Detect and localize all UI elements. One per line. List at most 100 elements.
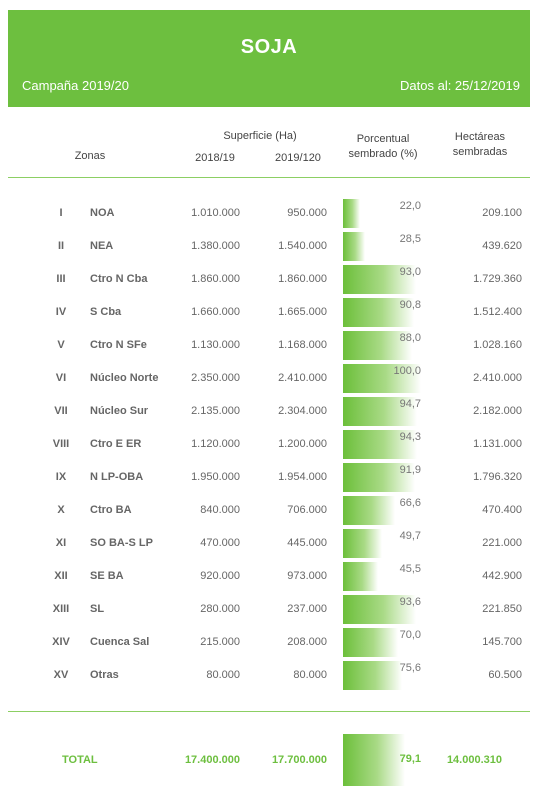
header-year-2: 2019/120 [275,152,321,164]
surface-2019: 950.000 [287,207,327,219]
total-bar-fill [343,734,405,786]
percent-value: 94,3 [399,431,421,443]
surface-2019: 208.000 [287,636,327,648]
hectares-sown: 1.028.160 [473,339,522,351]
surface-2018: 215.000 [200,636,240,648]
zone-number: V [57,339,65,351]
percent-bar: 28,5 [343,232,421,261]
surface-2018: 280.000 [200,603,240,615]
surface-2019: 1.540.000 [278,240,327,252]
table-row: XIV Cuenca Sal 215.000 208.000 70,0 145.700 [8,626,530,659]
percent-bar: 94,3 [343,430,421,459]
zone-name: SE BA [90,570,124,582]
hectares-sown: 442.900 [482,570,522,582]
hectares-sown: 439.620 [482,240,522,252]
surface-2019: 706.000 [287,504,327,516]
surface-2019: 973.000 [287,570,327,582]
table-row: XII SE BA 920.000 973.000 45,5 442.900 [8,560,530,593]
percent-bar-fill [343,232,366,261]
percent-bar: 70,0 [343,628,421,657]
percent-value: 66,6 [399,497,421,509]
surface-2018: 920.000 [200,570,240,582]
hectares-sown: 1.729.360 [473,273,522,285]
total-label: TOTAL [62,754,98,766]
surface-2018: 2.350.000 [191,372,240,384]
surface-2018: 1.120.000 [191,438,240,450]
zone-number: IX [55,471,67,483]
page-title: SOJA [240,36,298,58]
hectares-sown: 145.700 [482,636,522,648]
zone-name: N LP-OBA [90,471,144,483]
zone-name: Núcleo Norte [90,372,159,384]
zone-number: XII [54,570,68,582]
header-hectareas-line2: sembradas [452,146,508,158]
percent-bar: 93,6 [343,595,421,624]
header-porcentual-line2: sembrado (%) [348,148,418,160]
total-surface-2019: 17.700.000 [271,754,327,766]
percent-bar-fill [343,298,414,327]
table-row: II NEA 1.380.000 1.540.000 28,5 439.620 [8,230,530,263]
hectares-sown: 209.100 [482,207,522,219]
zone-number: X [57,504,65,516]
surface-2019: 2.304.000 [278,405,327,417]
table-row: I NOA 1.010.000 950.000 22,0 209.100 [8,197,530,230]
percent-value: 88,0 [399,332,421,344]
percent-value: 93,6 [399,596,421,608]
percent-bar: 93,0 [343,265,421,294]
zone-number: VIII [52,438,70,450]
zone-name: Ctro BA [90,504,132,516]
zone-name: S Cba [90,306,122,318]
table-row: VII Núcleo Sur 2.135.000 2.304.000 94,7 2.182… [8,395,530,428]
percent-bar-fill [343,463,415,492]
table-row: XI SO BA-S LP 470.000 445.000 49,7 221.000 [8,527,530,560]
zone-number: XI [55,537,67,549]
percent-value: 93,0 [399,266,421,278]
hectares-sown: 221.850 [482,603,522,615]
total-percent-bar: 79,1 [343,734,421,786]
total-surface-2018: 17.400.000 [184,754,240,766]
zone-name: Ctro N SFe [90,339,147,351]
percent-value: 100,0 [393,365,421,377]
surface-2018: 1.380.000 [191,240,240,252]
table-row: XV Otras 80.000 80.000 75,6 60.500 [8,659,530,692]
data-date-label: Datos al: 25/12/2019 [400,78,520,93]
surface-2019: 1.168.000 [278,339,327,351]
hectares-sown: 60.500 [488,669,522,681]
percent-bar-fill [343,661,402,690]
total-row: TOTAL 17.400.000 17.700.000 79,1 14.000.… [8,734,530,786]
surface-2019: 1.860.000 [278,273,327,285]
hectares-sown: 1.512.400 [473,306,522,318]
surface-2018: 840.000 [200,504,240,516]
percent-bar: 66,6 [343,496,421,525]
header-zonas: Zonas [74,150,106,162]
percent-value: 22,0 [399,200,421,212]
table-row: VI Núcleo Norte 2.350.000 2.410.000 100,0 2.4… [8,362,530,395]
table-row: III Ctro N Cba 1.860.000 1.860.000 93,0 1.729… [8,263,530,296]
zone-name: NOA [90,207,115,219]
surface-2019: 1.954.000 [278,471,327,483]
total-divider [8,711,530,712]
percent-bar-fill [343,364,421,393]
surface-2019: 1.200.000 [278,438,327,450]
surface-2018: 1.010.000 [191,207,240,219]
percent-bar-fill [343,496,395,525]
zone-name: SO BA-S LP [90,537,153,549]
percent-bar-fill [343,529,382,558]
percent-bar-fill [343,397,417,426]
zone-name: NEA [90,240,114,252]
header-hectareas-line1: Hectáreas [454,131,506,143]
surface-2018: 470.000 [200,537,240,549]
zone-number: XV [53,669,69,681]
zone-number: VII [54,405,68,417]
campaign-label: Campaña 2019/20 [22,78,129,93]
percent-bar: 49,7 [343,529,421,558]
percent-bar: 88,0 [343,331,421,360]
header-hectareas: Hectáreas sembradas [440,131,520,158]
hectares-sown: 2.410.000 [473,372,522,384]
surface-2019: 445.000 [287,537,327,549]
percent-value: 90,8 [399,299,421,311]
table-row: VIII Ctro E ER 1.120.000 1.200.000 94,3 1.131… [8,428,530,461]
percent-bar: 94,7 [343,397,421,426]
table-row: IV S Cba 1.660.000 1.665.000 90,8 1.512.400 [8,296,530,329]
percent-bar-fill [343,265,416,294]
